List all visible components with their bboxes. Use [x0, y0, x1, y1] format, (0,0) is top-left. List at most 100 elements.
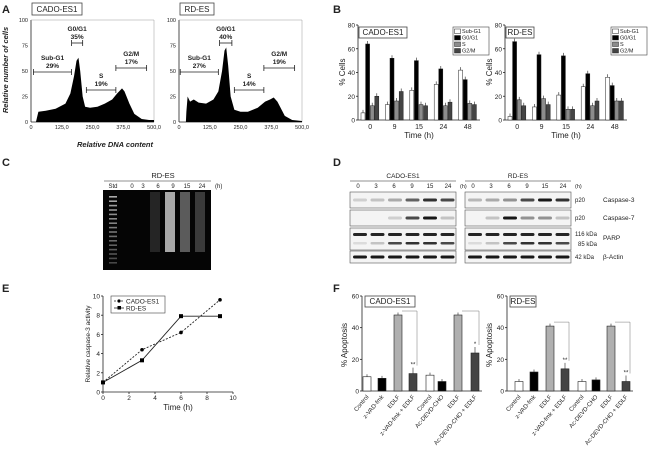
bar-sub-g1 [385, 104, 390, 121]
blot-lane-label: 3 [374, 184, 378, 190]
blot-marker-label: p20 [575, 198, 586, 204]
x-tick-label: 0 [101, 395, 105, 402]
blot-band-cleaved [405, 242, 420, 245]
x-tick-label: 375,0 [116, 125, 130, 131]
blot-band [520, 255, 535, 259]
blot-band [353, 255, 367, 259]
blot-strip [349, 191, 457, 209]
significance-marker: ** [624, 371, 629, 377]
blot-band [388, 216, 402, 220]
blot-band [370, 198, 385, 202]
x-axis-label: Time (h) [551, 131, 581, 140]
cell-line-title-box [364, 295, 416, 308]
dna-smear [165, 192, 175, 252]
blot-lane-label: 6 [392, 184, 396, 190]
x-tick-label: 500,0 [147, 125, 161, 131]
legend-swatch [454, 28, 461, 34]
comparison-bracket [462, 310, 480, 345]
bar-g0g1 [585, 73, 591, 121]
blot-band [423, 216, 437, 220]
gel-lane-label: Std [108, 184, 117, 190]
bar-s [565, 109, 571, 121]
gate-label: Sub-G1 [188, 55, 211, 62]
legend-swatch [454, 35, 461, 41]
bar [453, 314, 463, 392]
y-tick-label: 80 [348, 23, 356, 30]
bar-g0g1 [536, 54, 542, 121]
blot-band [503, 216, 517, 220]
x-tick-label: 0 [177, 125, 180, 131]
comparison-bracket [402, 310, 418, 366]
blot-band-cleaved [353, 242, 367, 245]
y-axis-label: % Cells [485, 58, 494, 85]
blot-band [520, 233, 535, 236]
gate-label: G0/G1 [68, 26, 88, 33]
blot-marker-label: 42 kDa [575, 255, 595, 261]
panel-label-f: F [333, 283, 340, 295]
ladder-band [109, 213, 117, 216]
blot-band [503, 198, 517, 202]
data-point [140, 358, 144, 363]
bar-g2m [619, 100, 624, 121]
blot-band [388, 198, 402, 202]
legend-label: Sub-G1 [462, 29, 481, 35]
x-tick-label: 0 [515, 124, 519, 131]
panel-label-d: D [333, 157, 341, 169]
y-axis-label: Relative number of cells [1, 27, 10, 113]
dna-smear [195, 192, 205, 252]
y-axis-label: % Apoptosis [340, 323, 349, 367]
cell-line-title-box [509, 295, 537, 308]
blot-band-cleaved [468, 242, 482, 245]
dna-smear [150, 192, 160, 252]
bar-g0g1 [561, 55, 566, 121]
blot-band [440, 255, 455, 259]
blot-band [468, 233, 482, 236]
y-tick-label: 0 [96, 390, 100, 397]
cell-line-title: RD-ES [511, 297, 536, 306]
dna-smear [180, 192, 190, 252]
ladder-band [109, 204, 117, 207]
bar-g2m [398, 91, 404, 121]
bar-g2m [594, 100, 600, 121]
x-tick-label: 24 [440, 124, 448, 131]
blot-band [538, 198, 552, 202]
blot-band [423, 198, 437, 202]
y-tick-label: 10 [93, 294, 101, 301]
blot-band [405, 216, 420, 220]
y-tick-label: 75 [22, 44, 28, 50]
cell-line-title-box [179, 2, 215, 16]
ladder-band [109, 226, 117, 229]
bar [362, 376, 372, 392]
bar-sub-g1 [360, 112, 366, 121]
blot-band [555, 216, 570, 220]
x-tick-label: 9 [393, 124, 397, 131]
bar-g2m [570, 109, 575, 121]
legend-box [110, 295, 166, 314]
cell-line-title: CADO-ES1 [37, 5, 78, 14]
y-tick-label: 2 [96, 370, 100, 377]
blot-strip [349, 250, 457, 264]
y-tick-label: 50 [170, 69, 176, 75]
blot-band [468, 255, 482, 259]
data-point [140, 347, 144, 352]
blot-band [468, 198, 482, 202]
ladder-band [109, 262, 117, 264]
bar [577, 381, 587, 392]
gate-percent: 40% [219, 34, 232, 41]
blot-band [538, 255, 552, 259]
y-tick-label: 0 [498, 118, 502, 125]
bar-g2m [545, 104, 551, 121]
blot-band-cleaved [503, 242, 517, 245]
y-tick-label: 0 [25, 120, 28, 126]
gate-percent: 27% [193, 63, 206, 70]
histogram [185, 47, 302, 122]
ladder-band [109, 196, 117, 198]
x-tick-label: 2 [127, 395, 131, 402]
ladder-band [109, 218, 117, 220]
y-tick-label: 0 [500, 389, 504, 396]
blot-band [370, 233, 385, 236]
bar-s [418, 104, 424, 121]
bar-s [590, 105, 595, 121]
cell-line-title-box [31, 2, 83, 16]
legend-label: G2/M [620, 49, 634, 55]
